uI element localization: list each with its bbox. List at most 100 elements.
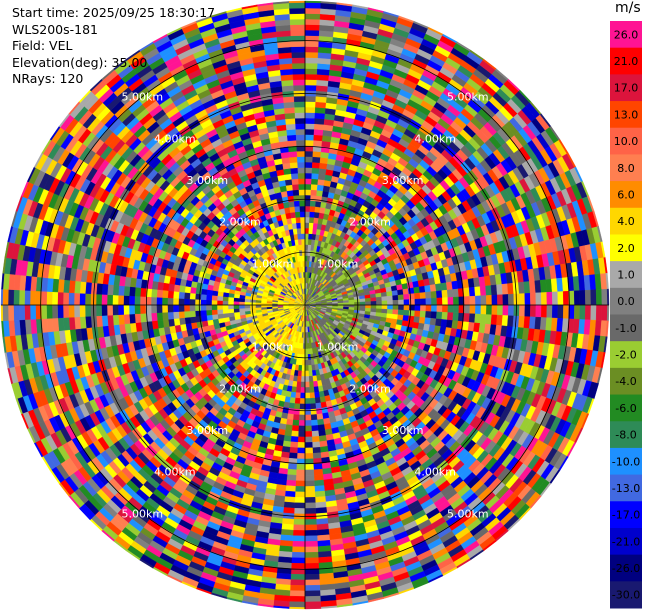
range-gate xyxy=(496,284,502,295)
range-gate xyxy=(397,290,403,296)
range-gate xyxy=(491,315,497,325)
range-gate xyxy=(602,289,608,305)
range-gate xyxy=(305,19,320,25)
range-gate xyxy=(313,151,321,157)
range-gate xyxy=(305,585,320,591)
range-gate xyxy=(298,426,305,432)
range-gate xyxy=(519,293,525,305)
range-gate xyxy=(315,102,326,108)
range-gate xyxy=(317,419,324,425)
range-gate xyxy=(316,507,327,513)
range-gate xyxy=(300,404,305,410)
range-gate xyxy=(536,305,542,317)
range-gate xyxy=(312,436,319,442)
range-gate xyxy=(298,437,305,443)
range-gate xyxy=(453,305,459,313)
range-gate xyxy=(295,486,305,492)
range-gate xyxy=(420,311,426,318)
range-gate xyxy=(415,299,421,305)
range-gate xyxy=(393,295,399,300)
range-gate xyxy=(305,541,318,547)
range-gate xyxy=(580,305,586,320)
range-gate xyxy=(496,315,502,326)
range-gate xyxy=(305,74,317,80)
range-gate xyxy=(316,96,327,102)
range-gate xyxy=(497,295,503,305)
range-gate xyxy=(318,179,325,185)
range-gate xyxy=(217,314,223,319)
range-gate xyxy=(308,354,311,360)
range-gate xyxy=(168,312,174,319)
range-gate xyxy=(475,305,481,314)
range-gate xyxy=(291,574,305,580)
range-gate xyxy=(291,558,305,564)
range-gate xyxy=(492,295,498,305)
range-gate xyxy=(293,530,305,536)
range-gate xyxy=(228,312,234,317)
range-gate xyxy=(305,96,316,102)
range-gate xyxy=(312,168,319,174)
range-gate xyxy=(179,311,185,318)
range-gate xyxy=(305,607,321,609)
range-gate xyxy=(293,536,305,542)
range-gate xyxy=(289,453,297,459)
range-gate xyxy=(305,503,316,509)
range-gate xyxy=(312,173,319,179)
range-gate xyxy=(425,318,431,325)
range-gate xyxy=(585,290,591,305)
range-gate xyxy=(481,296,487,306)
range-gate xyxy=(387,309,393,314)
range-gate xyxy=(453,289,459,297)
range-gate xyxy=(302,360,305,366)
range-gate xyxy=(294,403,300,409)
range-gate xyxy=(201,315,207,321)
range-gate xyxy=(314,392,319,398)
range-gate xyxy=(305,195,311,201)
range-gate xyxy=(296,387,301,393)
range-gate xyxy=(305,470,314,476)
range-gate xyxy=(285,486,295,492)
range-gate xyxy=(305,245,308,251)
range-gate xyxy=(309,387,314,393)
range-gate xyxy=(360,305,366,308)
range-gate xyxy=(305,107,315,113)
range-gate xyxy=(315,397,321,403)
range-gate xyxy=(140,313,146,322)
range-gate xyxy=(300,393,305,399)
range-gate xyxy=(305,41,319,47)
range-gate xyxy=(436,312,442,319)
range-gate xyxy=(305,162,312,168)
range-gate xyxy=(442,290,448,298)
range-gate xyxy=(448,297,454,305)
range-gate xyxy=(305,30,319,36)
range-gate xyxy=(313,453,321,459)
range-gate xyxy=(314,135,323,141)
range-gate xyxy=(414,311,420,317)
range-gate xyxy=(228,305,234,309)
range-gate xyxy=(305,547,318,553)
range-gate xyxy=(480,314,486,324)
range-gate xyxy=(223,313,229,318)
range-gate xyxy=(310,212,315,218)
range-gate xyxy=(317,414,324,420)
range-gate xyxy=(398,310,404,315)
range-gate xyxy=(403,289,409,295)
range-gate xyxy=(293,414,299,420)
range-gate xyxy=(585,305,591,320)
range-gate xyxy=(486,285,492,295)
range-gate xyxy=(398,295,404,300)
range-gate xyxy=(480,286,486,296)
range-gate xyxy=(157,312,163,320)
range-gate xyxy=(305,426,312,432)
range-gate xyxy=(300,387,305,393)
range-gate xyxy=(305,580,320,586)
range-gate xyxy=(305,201,310,207)
range-gate xyxy=(305,63,318,69)
range-gate xyxy=(305,481,315,487)
range-gate xyxy=(365,302,371,305)
range-gate xyxy=(311,425,318,431)
range-gate xyxy=(393,305,399,310)
range-gate xyxy=(296,475,305,481)
range-gate xyxy=(431,291,437,298)
